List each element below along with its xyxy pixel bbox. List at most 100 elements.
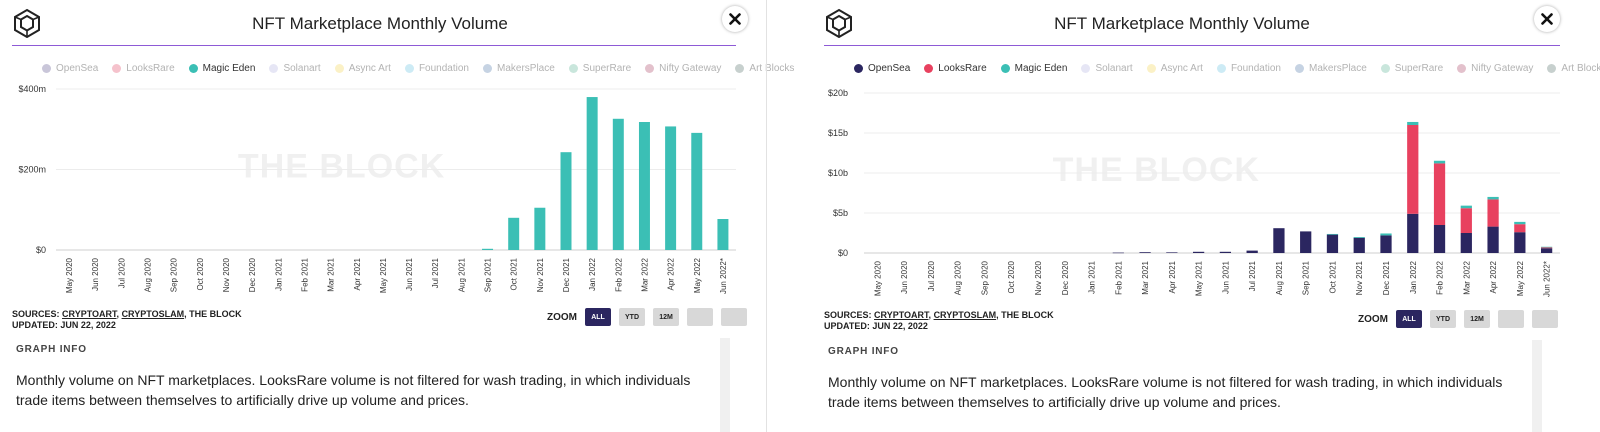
bar-opensea bbox=[1139, 252, 1151, 253]
y-tick-label: $20b bbox=[828, 88, 848, 98]
legend-dot-icon bbox=[269, 64, 279, 73]
legend-item-superrare[interactable]: SuperRare bbox=[568, 63, 631, 74]
bar-opensea bbox=[1460, 233, 1472, 253]
bar-opensea bbox=[1192, 251, 1205, 253]
zoom-ytd-button[interactable]: YTD bbox=[619, 308, 645, 326]
y-tick-label: $0 bbox=[36, 245, 46, 255]
x-tick-label: Aug 2020 bbox=[144, 257, 153, 292]
chart-title: NFT Marketplace Monthly Volume bbox=[252, 14, 508, 33]
bar-looksrare bbox=[1540, 247, 1553, 249]
bar-opensea bbox=[1353, 237, 1365, 253]
x-tick-label: Sep 2020 bbox=[980, 260, 989, 295]
x-tick-label: Jan 2021 bbox=[274, 257, 283, 290]
legend-dot-icon bbox=[112, 64, 122, 73]
x-tick-label: Jun 2021 bbox=[405, 257, 414, 290]
legend-item-nifty-gateway[interactable]: Nifty Gateway bbox=[1457, 63, 1533, 74]
legend-item-art-blocks[interactable]: Art Blocks bbox=[1547, 63, 1600, 74]
x-tick-label: Feb 2022 bbox=[1436, 260, 1445, 294]
x-tick-label: Feb 2022 bbox=[614, 257, 623, 291]
source-link-cryptoslam[interactable]: CRYPTOSLAM bbox=[121, 309, 185, 319]
legend-label: Async Art bbox=[1160, 63, 1203, 74]
legend-dot-icon bbox=[42, 64, 51, 73]
watermark-text: THE BLOCK bbox=[1053, 151, 1260, 189]
x-tick-label: Jul 2021 bbox=[1248, 260, 1257, 291]
zoom-blank-button[interactable] bbox=[687, 308, 713, 326]
legend-label: SuperRare bbox=[1394, 63, 1444, 74]
bar-opensea bbox=[1112, 252, 1124, 254]
bar-magic-eden bbox=[1514, 221, 1526, 225]
graph-info-heading: GRAPH INFO bbox=[828, 346, 899, 357]
legend-dot-icon bbox=[854, 64, 863, 73]
legend-item-async-art[interactable]: Async Art bbox=[334, 63, 391, 74]
legend-item-makersplace[interactable]: MakersPlace bbox=[482, 63, 555, 74]
legend-item-magic-eden[interactable]: Magic Eden bbox=[1000, 63, 1068, 74]
bar-looksrare bbox=[1407, 125, 1419, 214]
x-tick-label: Jun 2022* bbox=[719, 258, 728, 294]
zoom-ytd-button[interactable]: YTD bbox=[1430, 310, 1456, 328]
legend-item-looksrare[interactable]: LooksRare bbox=[924, 63, 987, 74]
x-tick-label: Oct 2020 bbox=[1007, 260, 1016, 293]
y-tick-label: $15b bbox=[828, 128, 848, 138]
zoom-all-button[interactable]: ALL bbox=[585, 308, 611, 326]
bar-magic-eden bbox=[691, 132, 703, 250]
legend-item-async-art[interactable]: Async Art bbox=[1146, 63, 1203, 74]
x-tick-label: Mar 2021 bbox=[1141, 260, 1150, 294]
stacked-bar-chart: THE BLOCK $0 $5b $10b $15b $20b May 2020 Jun 20… bbox=[828, 88, 1560, 297]
y-tick-label: $5b bbox=[833, 208, 848, 218]
zoom-12m-button[interactable]: 12M bbox=[653, 308, 679, 326]
scrollbar[interactable] bbox=[720, 338, 730, 432]
close-button[interactable] bbox=[722, 6, 748, 32]
zoom-12m-button[interactable]: 12M bbox=[1464, 310, 1490, 328]
bar-opensea bbox=[1487, 226, 1499, 253]
legend-label: Nifty Gateway bbox=[659, 63, 722, 74]
zoom-label: ZOOM bbox=[547, 311, 577, 323]
legend-item-foundation[interactable]: Foundation bbox=[404, 63, 469, 74]
panel-divider bbox=[766, 0, 767, 432]
x-tick-label: Nov 2021 bbox=[1355, 260, 1364, 295]
x-tick-label: Nov 2020 bbox=[1034, 260, 1043, 295]
legend-item-opensea[interactable]: OpenSea bbox=[854, 63, 910, 74]
legend-item-opensea[interactable]: OpenSea bbox=[42, 63, 98, 74]
x-tick-label: Aug 2020 bbox=[954, 260, 963, 295]
zoom-blank-button[interactable] bbox=[1532, 310, 1558, 328]
x-tick-label: May 2022 bbox=[693, 257, 702, 293]
legend-dot-icon bbox=[188, 64, 198, 73]
legend-label: Magic Eden bbox=[1014, 63, 1068, 74]
bar-opensea bbox=[1166, 252, 1178, 253]
legend-dot-icon bbox=[1000, 64, 1010, 73]
legend-item-superrare[interactable]: SuperRare bbox=[1380, 63, 1444, 74]
bar-magic-eden bbox=[638, 122, 650, 250]
zoom-all-button[interactable]: ALL bbox=[1396, 310, 1422, 328]
zoom-controls: ZOOM ALL YTD 12M bbox=[1358, 310, 1558, 328]
x-tick-label: Sep 2021 bbox=[1302, 260, 1311, 295]
x-tick-label: Jun 2020 bbox=[91, 257, 100, 290]
legend-item-foundation[interactable]: Foundation bbox=[1216, 63, 1281, 74]
close-button[interactable] bbox=[1534, 6, 1560, 32]
y-tick-label: $400m bbox=[18, 84, 46, 94]
bar-magic-eden bbox=[1433, 160, 1446, 164]
legend-item-makersplace[interactable]: MakersPlace bbox=[1294, 63, 1367, 74]
bar-opensea bbox=[1514, 232, 1526, 253]
source-link-cryptoart[interactable]: CRYPTOART bbox=[62, 309, 117, 319]
x-tick-label: May 2021 bbox=[379, 257, 388, 293]
x-tick-label: May 2020 bbox=[65, 257, 74, 293]
zoom-blank-button[interactable] bbox=[1498, 310, 1524, 328]
x-tick-label: Dec 2020 bbox=[248, 257, 257, 292]
bar-magic-eden bbox=[534, 207, 546, 250]
legend-item-solanart[interactable]: Solanart bbox=[269, 63, 321, 74]
legend-item-solanart[interactable]: Solanart bbox=[1081, 63, 1133, 74]
legend-item-art-blocks[interactable]: Art Blocks bbox=[735, 63, 794, 74]
x-tick-label: Mar 2021 bbox=[327, 257, 336, 291]
zoom-blank-button[interactable] bbox=[721, 308, 747, 326]
legend-item-nifty-gateway[interactable]: Nifty Gateway bbox=[645, 63, 721, 74]
legend-item-magic-eden[interactable]: Magic Eden bbox=[188, 63, 255, 74]
x-tick-label: Apr 2022 bbox=[667, 257, 676, 290]
source-link-cryptoslam[interactable]: CRYPTOSLAM bbox=[933, 310, 997, 320]
scrollbar[interactable] bbox=[1532, 340, 1542, 432]
legend-label: MakersPlace bbox=[1308, 63, 1367, 74]
title-divider bbox=[12, 45, 736, 46]
x-tick-label: Jul 2020 bbox=[117, 257, 126, 288]
bar-magic-eden bbox=[1487, 196, 1499, 200]
legend-item-looksrare[interactable]: LooksRare bbox=[112, 63, 175, 74]
source-link-cryptoart[interactable]: CRYPTOART bbox=[874, 310, 929, 320]
